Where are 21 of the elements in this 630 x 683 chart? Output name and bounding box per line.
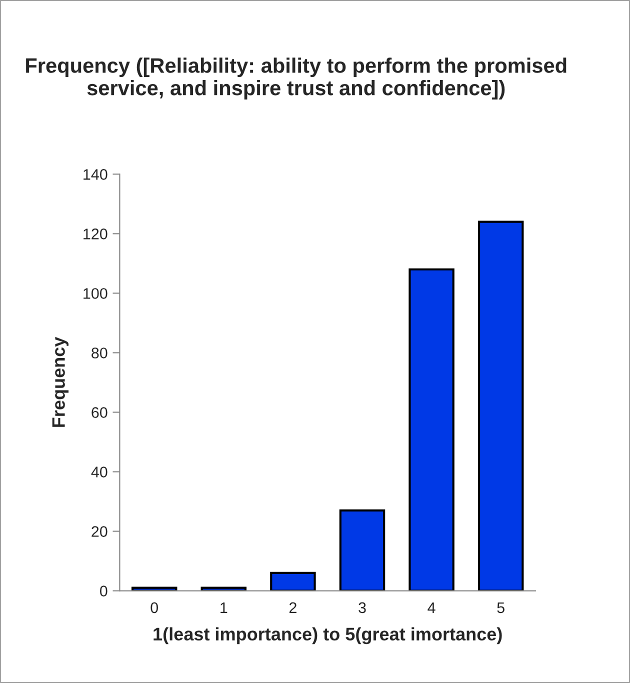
x-axis-title: 1(least importance) to 5(great imortance) [154, 627, 502, 644]
x-tick-label: 2 [289, 602, 296, 613]
y-tick-label: 120 [84, 228, 108, 240]
y-tick-label: 60 [92, 407, 108, 418]
bar [408, 268, 454, 591]
bar [270, 572, 316, 591]
y-tick-label: 40 [91, 466, 108, 478]
x-tick-label: 0 [150, 602, 158, 614]
y-tick-label: 20 [92, 526, 108, 537]
chart-title: Frequency ([Reliability: ability to perform the promised service, and inspire trust and confidence]) [26, 58, 566, 100]
bar [339, 509, 386, 591]
x-tick-label: 5 [497, 602, 504, 614]
x-tick-label: 1 [220, 602, 228, 613]
x-tick-label: 3 [358, 602, 366, 614]
y-tick-label: 80 [92, 348, 108, 358]
y-tick-label: 0 [100, 586, 108, 596]
y-tick-label: 140 [84, 169, 108, 180]
y-tick-label: 100 [84, 288, 108, 299]
y-axis-title: Frequency [52, 336, 69, 427]
bar [478, 220, 524, 591]
x-tick-label: 4 [428, 602, 436, 613]
